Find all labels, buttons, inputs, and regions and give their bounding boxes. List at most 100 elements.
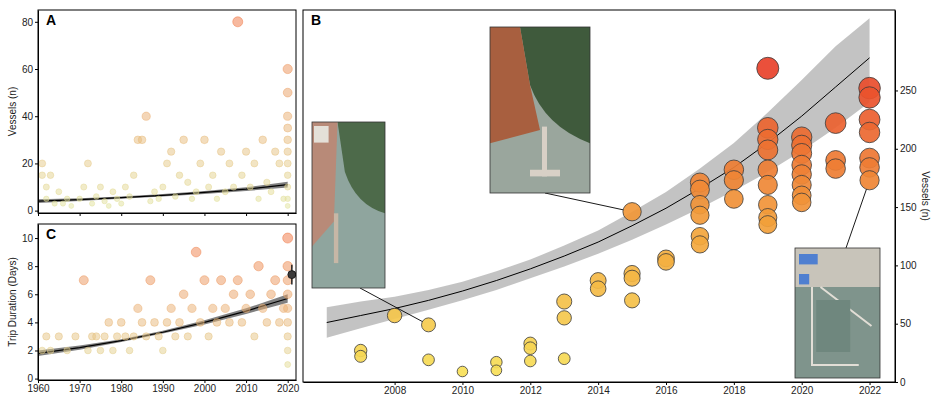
point	[93, 333, 100, 340]
point	[284, 333, 291, 340]
panel: 2008201020122014201620182020202205010015…	[303, 10, 931, 396]
point	[197, 160, 204, 167]
point	[179, 290, 188, 299]
y-axis-tick: 4	[27, 317, 38, 328]
tick-mark	[246, 213, 247, 216]
bubble	[524, 355, 536, 367]
point	[229, 290, 238, 299]
point	[110, 189, 116, 195]
point	[134, 304, 142, 312]
tick-label: 2018	[723, 385, 746, 396]
bubble	[558, 353, 570, 365]
point	[283, 64, 292, 73]
point	[113, 333, 120, 340]
y-axis-tick: 6	[27, 289, 38, 300]
leader-line	[545, 193, 623, 210]
point	[164, 160, 171, 167]
point	[209, 172, 216, 179]
point	[209, 304, 217, 312]
point	[283, 290, 292, 299]
point	[284, 318, 292, 326]
bubble	[623, 203, 641, 221]
point	[217, 276, 226, 285]
plot-frame	[38, 10, 296, 213]
panel: 19601970198019902000201020200246810Trip …	[7, 224, 300, 394]
tick-label: 0	[27, 205, 33, 216]
point	[284, 112, 292, 120]
point	[130, 172, 137, 179]
point	[43, 333, 50, 340]
point	[93, 194, 99, 200]
point	[267, 290, 276, 299]
trend-line	[327, 58, 870, 323]
point	[152, 189, 158, 195]
tick-label: 80	[22, 17, 34, 28]
leader-line	[360, 288, 422, 322]
y-axis-tick: 0	[27, 373, 38, 384]
point	[283, 88, 292, 97]
bubble	[658, 254, 675, 271]
point	[151, 318, 159, 326]
point	[283, 233, 293, 243]
bubble	[860, 171, 879, 190]
tick-mark	[35, 322, 38, 323]
bubble	[625, 293, 640, 308]
tick-mark	[895, 149, 898, 150]
point	[247, 184, 253, 190]
x-axis-tick: 2016	[655, 382, 678, 396]
y-axis-title: Trip Duration (Days)	[7, 257, 18, 347]
x-axis-tick: 2022	[859, 382, 882, 396]
panel-label: A	[46, 12, 56, 28]
point	[242, 304, 250, 312]
tick-mark	[35, 294, 38, 295]
x-axis-tick	[204, 213, 205, 216]
plot-area	[38, 17, 292, 209]
y-axis-tick: 2	[27, 345, 38, 356]
point	[69, 203, 74, 208]
satellite-inset	[490, 27, 590, 193]
point	[233, 17, 243, 27]
y-axis-tick: 10	[22, 233, 38, 244]
point	[201, 136, 209, 144]
tick-label: 0	[900, 377, 906, 388]
tick-label: 150	[900, 202, 917, 213]
y-axis-tick: 200	[895, 143, 917, 154]
estimate-point	[288, 271, 296, 279]
point	[200, 276, 209, 285]
confidence-band	[38, 294, 288, 356]
point	[246, 290, 255, 299]
point	[163, 318, 171, 326]
trend-line	[38, 185, 288, 202]
point	[217, 148, 224, 155]
y-axis: 050100150200250	[895, 11, 917, 388]
tick-label: 100	[900, 260, 917, 271]
x-axis-tick: 2012	[520, 382, 543, 396]
y-axis-line	[38, 11, 39, 214]
pier	[542, 127, 547, 177]
tick-mark	[288, 213, 289, 216]
x-axis-line	[304, 382, 896, 383]
point	[39, 172, 46, 179]
mangrove	[338, 122, 385, 213]
point	[284, 172, 291, 179]
point	[43, 184, 49, 190]
point	[239, 172, 246, 179]
tick-label: 200	[900, 143, 917, 154]
bubble	[758, 175, 777, 194]
y-axis-tick: 0	[895, 377, 906, 388]
point	[268, 189, 274, 195]
trend-line	[38, 298, 288, 353]
bubble	[792, 193, 811, 212]
inset-image	[312, 122, 385, 288]
point	[39, 347, 46, 354]
tick-label: 50	[900, 318, 912, 329]
point	[155, 333, 162, 340]
point	[231, 184, 237, 190]
tick-label: 2000	[194, 383, 217, 394]
bubble	[423, 354, 435, 366]
point	[55, 333, 62, 340]
tick-mark	[895, 382, 898, 383]
x-axis-tick	[121, 213, 122, 216]
point	[110, 347, 117, 354]
satellite-inset	[312, 122, 385, 288]
